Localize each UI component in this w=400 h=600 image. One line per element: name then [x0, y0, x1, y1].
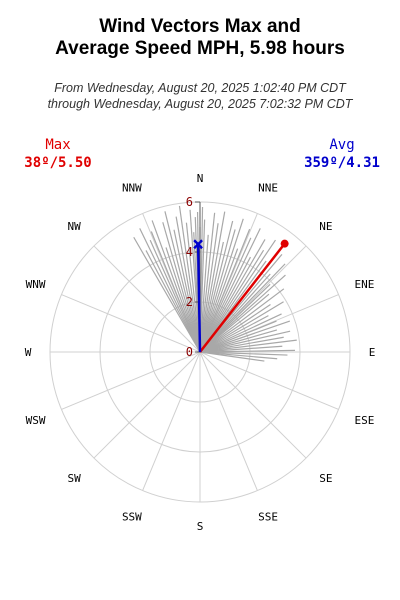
direction-label-wnw: WNW [26, 278, 46, 291]
direction-label-se: SE [319, 472, 332, 485]
direction-label-w: W [25, 346, 32, 359]
direction-label-n: N [197, 172, 204, 185]
direction-label-wsw: WSW [26, 414, 46, 427]
direction-label-sw: SW [68, 472, 82, 485]
radial-tick-label-6: 6 [186, 195, 193, 209]
direction-label-ne: NE [319, 220, 332, 233]
direction-label-nnw: NNW [122, 182, 142, 195]
radial-tick-label-0: 0 [186, 345, 193, 359]
direction-label-ene: ENE [355, 278, 375, 291]
radial-tick-label-2: 2 [186, 295, 193, 309]
direction-label-nw: NW [68, 220, 82, 233]
direction-label-e: E [369, 346, 376, 359]
grid-spoke-sse [200, 352, 257, 491]
max-vector-marker [281, 240, 289, 248]
radial-tick-label-4: 4 [186, 245, 193, 259]
direction-label-s: S [197, 520, 204, 533]
direction-label-nne: NNE [258, 182, 278, 195]
direction-label-sse: SSE [258, 510, 278, 523]
direction-label-ssw: SSW [122, 510, 142, 523]
grid-spoke-ese [200, 352, 339, 409]
grid-spoke-wnw [61, 295, 200, 352]
grid-spoke-sw [94, 352, 200, 458]
grid-spoke-se [200, 352, 306, 458]
direction-label-ese: ESE [355, 414, 375, 427]
grid-spoke-ssw [143, 352, 200, 491]
grid-spoke-wsw [61, 352, 200, 409]
